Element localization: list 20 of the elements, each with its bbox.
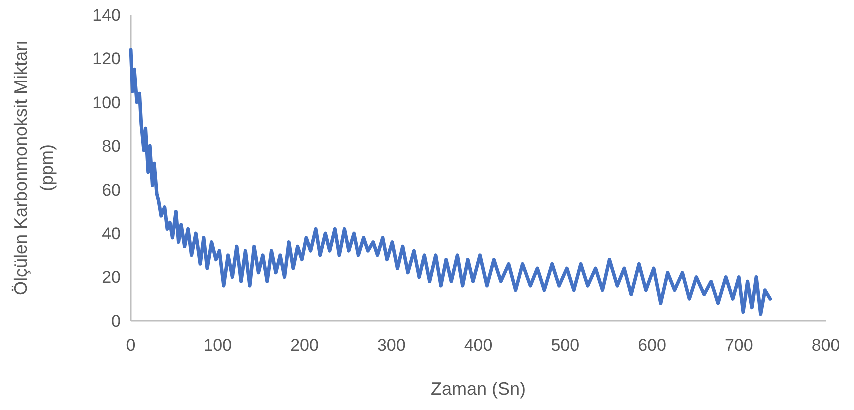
line-series — [129, 48, 772, 316]
y-axis-title: Ölçülen Karbonmonoksit Miktarı (ppm) — [11, 40, 57, 296]
y-tick-label: 20 — [102, 268, 121, 288]
x-tick-label: 600 — [638, 336, 666, 355]
x-axis-title: Zaman (Sn) — [430, 379, 526, 399]
y-tick-label: 60 — [102, 180, 121, 200]
y-tick-label: 40 — [102, 224, 121, 244]
y-tick-label: 0 — [112, 312, 121, 331]
x-tick-label: 0 — [126, 336, 136, 355]
x-tick-label: 200 — [290, 336, 319, 355]
y-tick-label: 100 — [92, 93, 121, 112]
y-tick-label: 80 — [102, 137, 121, 156]
y-tick-label: 140 — [92, 6, 121, 25]
x-tick-label: 500 — [551, 336, 580, 355]
y-tick-label: 120 — [92, 50, 121, 69]
x-tick-label: 700 — [724, 336, 754, 355]
x-tick-label: 300 — [377, 336, 406, 355]
x-tick-label: 400 — [464, 336, 493, 355]
x-tick-label: 800 — [812, 336, 840, 355]
x-tick-label: 100 — [204, 336, 232, 355]
